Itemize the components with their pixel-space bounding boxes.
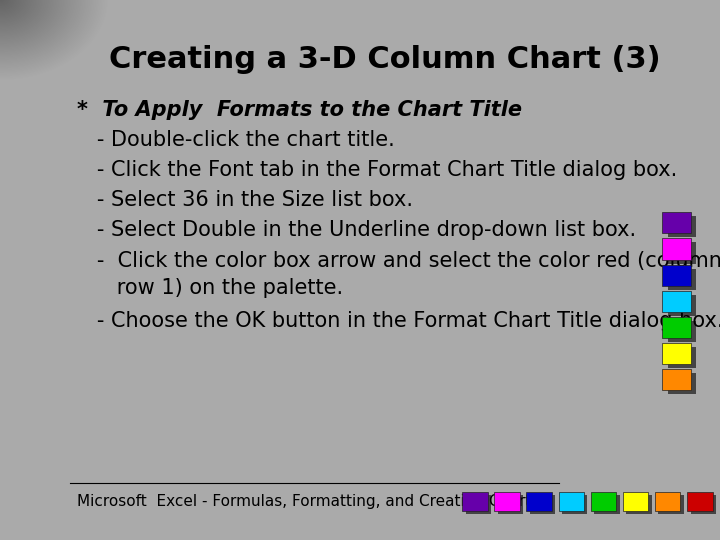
Text: - Double-click the chart title.: - Double-click the chart title. bbox=[77, 130, 395, 150]
Bar bbox=[667, 242, 696, 264]
Text: row 1) on the palette.: row 1) on the palette. bbox=[77, 278, 343, 298]
Bar bbox=[626, 495, 652, 514]
Bar bbox=[655, 492, 680, 511]
Bar bbox=[662, 343, 690, 364]
Bar bbox=[667, 321, 696, 342]
Text: *  To Apply  Formats to the Chart Title: * To Apply Formats to the Chart Title bbox=[77, 100, 522, 120]
Text: - Select Double in the Underline drop-down list box.: - Select Double in the Underline drop-do… bbox=[77, 220, 636, 240]
Bar bbox=[667, 295, 696, 316]
Bar bbox=[530, 495, 555, 514]
Text: Microsoft  Excel - Formulas, Formatting, and Creating Charts: Microsoft Excel - Formulas, Formatting, … bbox=[77, 494, 539, 509]
Text: Creating a 3-D Column Chart (3): Creating a 3-D Column Chart (3) bbox=[109, 45, 661, 74]
Bar bbox=[462, 492, 487, 511]
Bar bbox=[662, 212, 690, 233]
Bar bbox=[662, 239, 690, 260]
Bar bbox=[526, 492, 552, 511]
Text: - Choose the OK button in the Format Chart Title dialog box.: - Choose the OK button in the Format Cha… bbox=[77, 311, 720, 331]
Bar bbox=[690, 495, 716, 514]
Bar bbox=[623, 492, 648, 511]
Bar bbox=[658, 495, 684, 514]
Bar bbox=[466, 495, 491, 514]
Bar bbox=[662, 265, 690, 286]
Bar bbox=[667, 347, 696, 368]
Text: - Select 36 in the Size list box.: - Select 36 in the Size list box. bbox=[77, 190, 413, 210]
Bar bbox=[667, 373, 696, 394]
Bar bbox=[562, 495, 588, 514]
Bar bbox=[662, 369, 690, 390]
Bar bbox=[495, 492, 520, 511]
Bar bbox=[662, 317, 690, 338]
Bar bbox=[687, 492, 713, 511]
Bar bbox=[498, 495, 523, 514]
Text: -  Click the color box arrow and select the color red (column 3,: - Click the color box arrow and select t… bbox=[77, 251, 720, 271]
Bar bbox=[559, 492, 584, 511]
Bar bbox=[591, 492, 616, 511]
Bar bbox=[594, 495, 619, 514]
Bar bbox=[667, 268, 696, 289]
Bar bbox=[667, 217, 696, 238]
Bar bbox=[662, 291, 690, 312]
Text: - Click the Font tab in the Format Chart Title dialog box.: - Click the Font tab in the Format Chart… bbox=[77, 160, 678, 180]
